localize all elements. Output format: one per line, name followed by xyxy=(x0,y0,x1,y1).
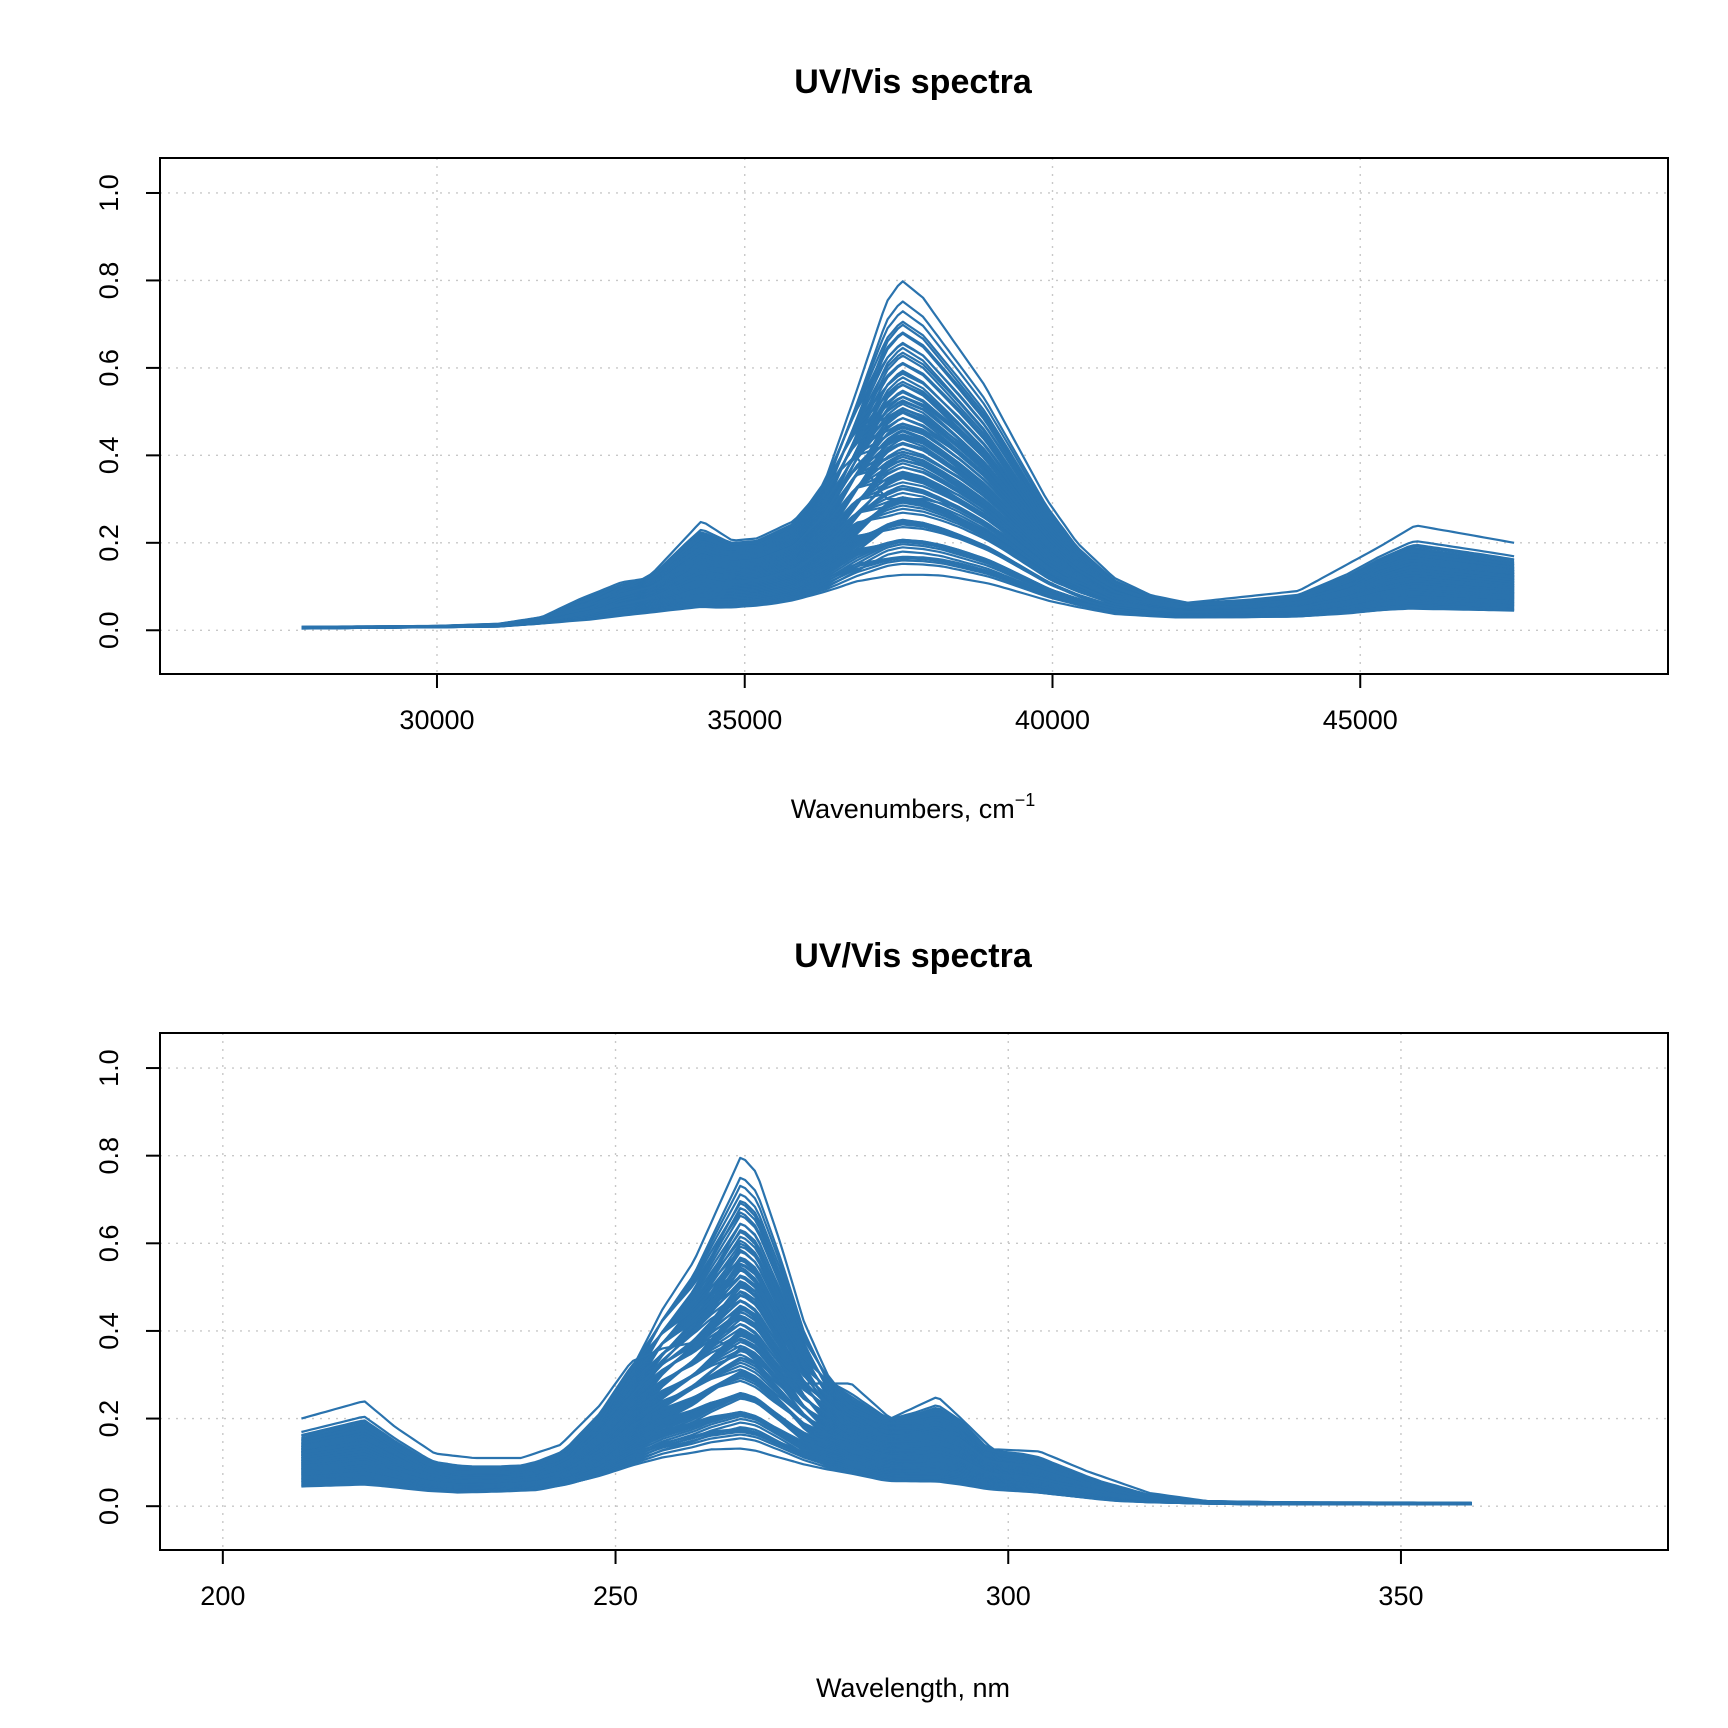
y-tick-label: 1.0 xyxy=(94,174,124,212)
spectrum-line xyxy=(301,280,1515,628)
x-tick-label: 30000 xyxy=(399,705,474,735)
x-tick-label: 300 xyxy=(986,1581,1031,1611)
y-tick-label: 0.6 xyxy=(94,349,124,387)
x-tick-label: 35000 xyxy=(707,705,782,735)
y-tick-label: 0.8 xyxy=(94,262,124,300)
y-tick-label: 0.6 xyxy=(94,1225,124,1263)
spectrum-line xyxy=(301,1338,1472,1506)
x-tick-label: 45000 xyxy=(1323,705,1398,735)
y-tick-label: 0.2 xyxy=(94,524,124,562)
y-axis: 0.0 0.2 0.4 0.6 0.8 1.0 xyxy=(94,174,160,649)
x-tick-label: 40000 xyxy=(1015,705,1090,735)
x-axis-label: Wavelength, nm xyxy=(816,1673,1010,1703)
wavenumber-chart: UV/Vis spectra 30000 35000 40000 45000 0.00… xyxy=(94,63,1669,824)
spectrum-line xyxy=(301,456,1515,630)
y-tick-label: 0.4 xyxy=(94,437,124,475)
y-tick-label: 0.2 xyxy=(94,1400,124,1438)
y-tick-label: 0.0 xyxy=(94,611,124,649)
x-tick-label: 250 xyxy=(593,1581,638,1611)
plot-frame xyxy=(159,157,1669,675)
chart-title: UV/Vis spectra xyxy=(794,63,1033,101)
y-axis: 0.0 0.2 0.4 0.6 0.8 1.0 xyxy=(94,1049,160,1525)
y-tick-label: 0.8 xyxy=(94,1137,124,1175)
spectra-lines xyxy=(301,280,1515,630)
spectra-lines xyxy=(301,1156,1472,1506)
x-tick-label: 350 xyxy=(1378,1581,1423,1611)
x-axis-label: Wavenumbers, cm−1 xyxy=(791,790,1036,824)
x-tick-label: 200 xyxy=(200,1581,245,1611)
x-axis: 30000 35000 40000 45000 xyxy=(399,674,1398,735)
chart-title: UV/Vis spectra xyxy=(794,937,1033,975)
y-tick-label: 0.4 xyxy=(94,1312,124,1350)
wavelength-chart: UV/Vis spectra 200 250 300 350 0.0 0.2 0.4 0.6… xyxy=(94,937,1669,1703)
y-tick-label: 1.0 xyxy=(94,1049,124,1087)
y-tick-label: 0.0 xyxy=(94,1487,124,1525)
plot-frame xyxy=(159,1032,1669,1551)
x-axis: 200 250 300 350 xyxy=(200,1550,1423,1611)
